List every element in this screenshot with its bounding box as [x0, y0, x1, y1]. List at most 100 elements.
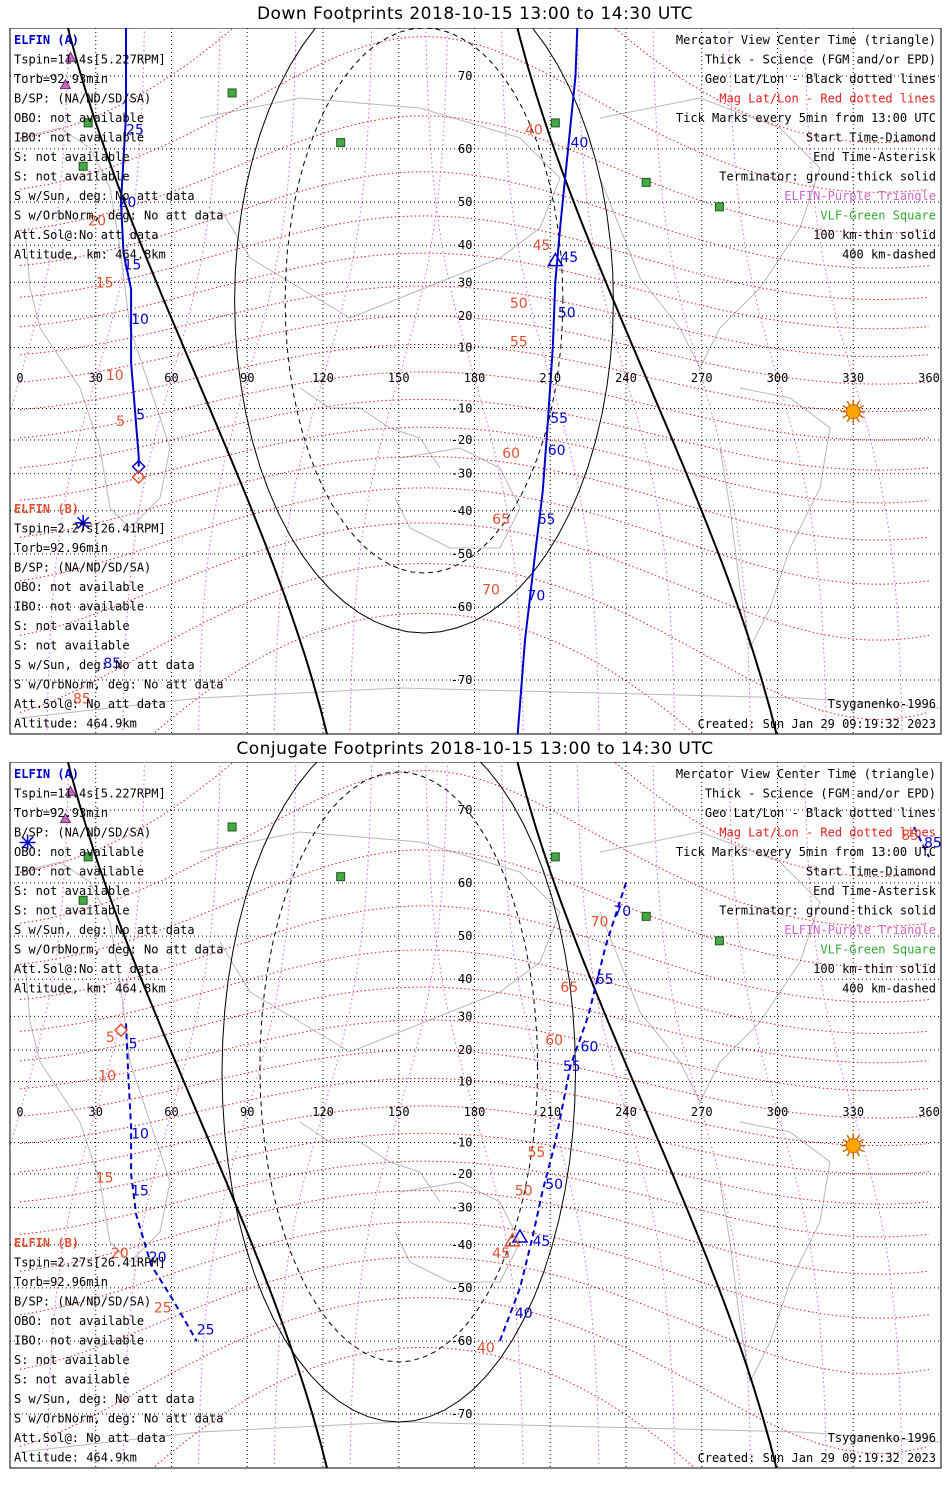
vlf-site-marker: [550, 118, 560, 128]
track-tick-label: 10: [98, 1068, 116, 1084]
mag-lon-line: [804, 28, 903, 734]
lat-tick-label: 20: [458, 309, 472, 323]
lon-tick-label: 360: [918, 1105, 940, 1119]
legend-line: Mag Lat/Lon - Red dotted lines: [719, 92, 936, 106]
elfin-b-info-line: Tspin=2.27s[26.41RPM]: [14, 522, 166, 536]
elfin-b-info-line: S w/Sun, deg: No att data: [14, 1392, 195, 1406]
mag-lon-line: [197, 28, 297, 734]
lat-tick-label: 10: [458, 340, 472, 354]
track-tick-label: 25: [126, 123, 144, 139]
legend-line: Start Time-Diamond: [806, 865, 936, 879]
lat-tick-label: 60: [458, 142, 472, 156]
vlf-site-marker: [641, 177, 651, 187]
track-tick-label: 65: [596, 972, 614, 988]
track-tick-label: 10: [131, 312, 149, 328]
land-outline: [199, 831, 561, 1053]
track-tick-label: 65: [492, 512, 510, 528]
mag-lon-line: [425, 762, 524, 1468]
mag-lon-line: [273, 762, 373, 1468]
mag-lon-line: [728, 28, 827, 734]
lat-tick-label: 70: [458, 69, 472, 83]
vlf-site-marker: [78, 161, 88, 171]
model-label: Tsyganenko-1996: [828, 1431, 936, 1445]
track-tick-label: 15: [131, 1183, 149, 1199]
track-tick-label: 65: [560, 980, 578, 996]
lat-tick-label: -40: [451, 1238, 473, 1252]
vlf-site-marker: [550, 852, 560, 862]
lat-tick-label: -30: [451, 1201, 473, 1215]
track-tick-label: 15: [96, 1170, 114, 1186]
track-tick-label: 60: [548, 443, 566, 459]
legend-line: 100 km-thin solid: [813, 962, 936, 976]
lat-tick-label: -20: [451, 1167, 473, 1181]
lat-tick-label: -10: [451, 402, 473, 416]
elfin-a-info-line: Torb=92.93min: [14, 72, 108, 86]
vlf-site-marker: [641, 911, 651, 921]
elfin-b-info-line: S: not available: [14, 619, 130, 633]
sun-icon: [845, 404, 861, 420]
elfin-b-info-line: S: not available: [14, 639, 130, 653]
track-elfin-b-wrap: [913, 826, 930, 858]
track-tick-label: 60: [581, 1040, 599, 1056]
mag-lon-line: [652, 28, 752, 734]
lon-tick-label: 240: [615, 371, 637, 385]
end-asterisk: [76, 516, 90, 530]
track-tick-label: 20: [88, 213, 106, 229]
lat-tick-label: 40: [458, 238, 472, 252]
lat-tick-label: 70: [458, 803, 472, 817]
contour-100km: [234, 28, 614, 634]
mag-lat-line: [19, 343, 930, 413]
legend-line: 400 km-dashed: [842, 248, 936, 262]
elfin-site-marker: [59, 78, 72, 90]
vlf-site-marker: [714, 202, 724, 212]
legend-line: Tick Marks every 5min from 13:00 UTC: [676, 111, 936, 125]
lon-tick-label: 60: [164, 371, 178, 385]
lon-tick-label: 90: [240, 371, 254, 385]
elfin-b-info-line: Att.Sol@: No att data: [14, 1431, 166, 1445]
start-diamond-b: [131, 470, 146, 485]
lat-tick-label: -40: [451, 504, 473, 518]
model-label: Tsyganenko-1996: [828, 697, 936, 711]
elfin-a-info-line: OBO: not available: [14, 111, 144, 125]
track-tick-label: 20: [149, 1250, 167, 1266]
vlf-site-marker: [78, 895, 88, 905]
mag-lat-line: [19, 905, 930, 1003]
track-tick-label: 10: [106, 368, 124, 384]
mag-lon-line: [425, 28, 524, 734]
legend-line: 100 km-thin solid: [813, 228, 936, 242]
land-outline: [19, 1421, 941, 1453]
mag-lon-line: [10, 28, 70, 415]
mag-lat-line: [19, 1077, 930, 1147]
map-layer: [10, 762, 941, 1468]
lon-tick-label: 330: [842, 371, 864, 385]
elfin-a-info-line: S: not available: [14, 170, 130, 184]
mag-lon-line: [349, 28, 448, 734]
lon-tick-label: 0: [16, 1105, 23, 1119]
track-tick-label: 5: [136, 408, 145, 424]
map-panel-conjugate: 0 30 60 90 120 150 180 210 240 270 300 330 360 70 60 50…: [9, 762, 942, 1469]
lat-tick-label: -50: [451, 547, 473, 561]
lat-tick-label: 50: [458, 929, 472, 943]
track-tick-label: 40: [525, 123, 543, 139]
land-outline: [199, 97, 561, 319]
track-tick-label: 40: [515, 1306, 533, 1322]
lat-tick-label: 20: [458, 1043, 472, 1057]
track-tick-label: 45: [533, 238, 551, 254]
legend-line: Thick - Science (FGM and/or EPD): [705, 787, 936, 801]
mag-lon-line: [576, 762, 676, 1468]
vlf-site-marker: [227, 822, 237, 832]
elfin-a-info-line: S w/OrbNorm, deg: No att data: [14, 943, 224, 957]
mag-lon-line: [576, 28, 676, 734]
lon-tick-label: 120: [312, 371, 334, 385]
track-tick-label: 50: [558, 306, 576, 322]
lat-tick-label: -60: [451, 1334, 473, 1348]
mag-lon-line: [46, 28, 145, 734]
lon-tick-label: 270: [691, 1105, 713, 1119]
track-tick-label: 60: [545, 1033, 563, 1049]
lat-tick-label: 60: [458, 876, 472, 890]
elfin-b-info-line: Torb=92.96min: [14, 1275, 108, 1289]
mag-lat-line: [19, 426, 930, 504]
mag-lon-line: [122, 762, 221, 1468]
mag-lat-line: [19, 1105, 930, 1175]
elfin-b-info-line: Altitude: 464.9km: [14, 717, 137, 731]
